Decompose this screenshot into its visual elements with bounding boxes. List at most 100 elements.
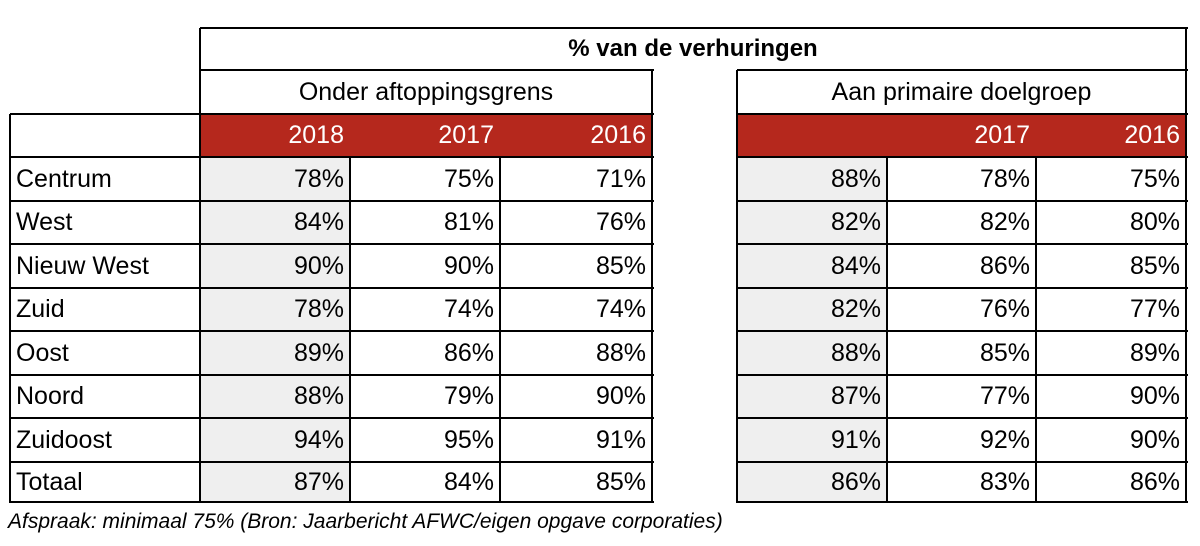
value-cell: 71%	[595, 164, 646, 193]
year-header: 2016	[1124, 121, 1180, 149]
border-right	[1185, 28, 1187, 503]
border-group-b-left	[736, 70, 738, 503]
row-divider	[737, 501, 1188, 503]
row-divider	[737, 156, 1188, 158]
value-cell: 74%	[443, 295, 494, 323]
region-label: Nieuw West	[16, 251, 149, 280]
region-label: Totaal	[16, 467, 83, 496]
value-cell: 77%	[1129, 295, 1180, 323]
value-cell: 90%	[1129, 425, 1180, 454]
year-header: 2016	[590, 121, 646, 149]
value-cell: 76%	[595, 208, 646, 236]
value-cell: 74%	[595, 295, 646, 323]
year-header	[737, 114, 887, 157]
column-divider	[349, 157, 351, 503]
value-cell: 75%	[443, 164, 494, 193]
value-cell: 87%	[293, 467, 344, 496]
value-cell: 78%	[293, 164, 344, 193]
value-cell: 75%	[1129, 164, 1180, 193]
value-cell: 84%	[293, 208, 344, 236]
region-label: Oost	[16, 338, 69, 367]
value-cell: 85%	[1129, 251, 1180, 280]
value-cell: 91%	[595, 425, 646, 454]
value-cell: 82%	[830, 208, 881, 236]
row-divider	[737, 374, 1188, 376]
value-cell: 86%	[443, 338, 494, 367]
row-divider	[10, 287, 654, 289]
value-cell: 88%	[595, 338, 646, 367]
region-label: Zuid	[16, 295, 65, 323]
value-cell: 94%	[293, 425, 344, 454]
value-cell: 86%	[979, 251, 1030, 280]
row-divider	[10, 243, 654, 245]
region-label: Noord	[16, 382, 85, 410]
year-header: 2017	[438, 121, 494, 149]
border-title-bottom-b	[737, 69, 1188, 71]
value-cell: 83%	[979, 467, 1030, 496]
border-label-column	[199, 28, 201, 503]
region-label: West	[16, 208, 73, 236]
border-left	[9, 114, 11, 503]
column-divider	[499, 157, 501, 503]
border-title-bottom-a	[200, 69, 654, 71]
value-cell: 88%	[830, 338, 881, 367]
border-top	[200, 27, 1188, 29]
row-divider	[737, 200, 1188, 202]
value-cell: 82%	[979, 208, 1030, 236]
value-cell: 76%	[979, 295, 1030, 323]
year-header-band-a	[200, 114, 652, 157]
value-cell: 90%	[443, 251, 494, 280]
value-cell: 85%	[595, 251, 646, 280]
table-title: % van de verhuringen	[568, 35, 818, 62]
value-cell: 80%	[1129, 208, 1180, 236]
column-divider	[886, 157, 888, 503]
value-cell: 79%	[443, 382, 494, 410]
value-cell: 84%	[443, 467, 494, 496]
value-cell: 91%	[830, 425, 881, 454]
value-cell: 87%	[830, 382, 881, 410]
region-label: Zuidoost	[16, 425, 112, 454]
row-divider	[737, 417, 1188, 419]
group-label-a: Onder aftoppingsgrens	[298, 77, 554, 106]
row-divider	[10, 374, 654, 376]
row-divider	[737, 287, 1188, 289]
row-divider	[10, 200, 654, 202]
row-divider	[10, 501, 654, 503]
row-divider	[10, 330, 654, 332]
shade-column-a	[200, 157, 350, 502]
row-divider	[10, 417, 654, 419]
row-divider	[737, 461, 1188, 463]
year-header-band-b	[737, 114, 1186, 157]
year-header: 2017	[974, 121, 1030, 149]
value-cell: 89%	[1129, 338, 1180, 367]
value-cell: 92%	[979, 425, 1030, 454]
region-label: Centrum	[16, 164, 112, 193]
border-group-bottom-b	[737, 113, 1188, 115]
value-cell: 95%	[443, 425, 494, 454]
value-cell: 77%	[979, 382, 1030, 410]
value-cell: 90%	[293, 251, 344, 280]
value-cell: 90%	[595, 382, 646, 410]
value-cell: 88%	[830, 164, 881, 193]
value-cell: 81%	[443, 208, 494, 236]
value-cell: 89%	[293, 338, 344, 367]
value-cell: 78%	[979, 164, 1030, 193]
value-cell: 82%	[830, 295, 881, 323]
shade-column-b	[737, 157, 887, 502]
border-group-a-right	[651, 70, 653, 503]
value-cell: 90%	[1129, 382, 1180, 410]
row-divider	[737, 330, 1188, 332]
group-label-b: Aan primaire doelgroep	[831, 77, 1092, 106]
value-cell: 84%	[830, 251, 881, 280]
row-divider	[10, 461, 654, 463]
border-group-bottom-a	[10, 113, 654, 115]
value-cell: 85%	[979, 338, 1030, 367]
row-divider	[10, 156, 654, 158]
value-cell: 88%	[293, 382, 344, 410]
value-cell: 85%	[595, 467, 646, 496]
value-cell: 86%	[1129, 467, 1180, 496]
value-cell: 78%	[293, 295, 344, 323]
value-cell: 86%	[830, 467, 881, 496]
row-divider	[737, 243, 1188, 245]
footnote: Afspraak: minimaal 75% (Bron: Jaarberich…	[8, 510, 723, 533]
